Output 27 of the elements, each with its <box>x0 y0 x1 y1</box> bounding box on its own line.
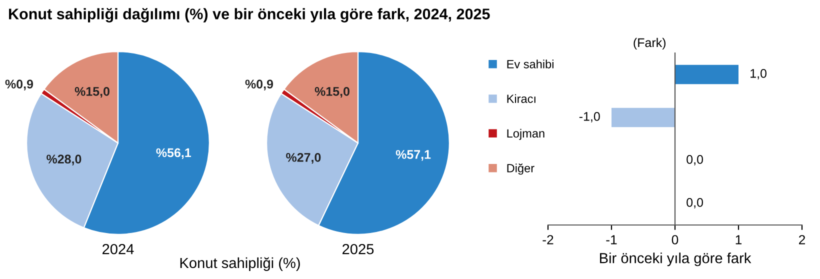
x-tick-label: 1 <box>736 235 742 244</box>
data-label: -1,0 <box>579 112 600 122</box>
data-label: %0,9 <box>5 80 34 90</box>
x-tick-label: -1 <box>606 235 617 244</box>
data-label: %27,0 <box>286 152 321 164</box>
x-tick-label: -2 <box>542 235 554 244</box>
data-label: %15,0 <box>74 86 110 98</box>
legend-label: Kiracı <box>507 94 536 103</box>
y-axis-title: (Fark) <box>634 38 666 50</box>
legend-label: Lojman <box>507 128 544 140</box>
data-label: %28,0 <box>46 154 82 166</box>
x-axis-title: Bir önceki yıla göre fark <box>600 252 752 266</box>
x-tick-label: 2 <box>798 235 806 244</box>
data-label: %56,1 <box>156 148 192 159</box>
data-label: 0,0 <box>686 198 703 208</box>
data-label: %0,9 <box>245 80 274 90</box>
text: Konut sahipliği (%) <box>180 257 300 271</box>
legend-label: Diğer <box>507 164 534 175</box>
data-label: 1,0 <box>750 69 766 80</box>
text: 2024 <box>102 244 134 254</box>
legend-label: Ev sahibi <box>507 60 554 68</box>
text: 2025 <box>342 244 374 254</box>
x-tick-label: 0 <box>672 235 678 244</box>
data-label: 0,0 <box>686 155 703 166</box>
chart-title: Konut sahipliği dağılımı (%) ve bir önceki yıla göre fark, 2024, 2025 <box>9 8 490 22</box>
data-label: %57,1 <box>396 150 431 161</box>
data-label: %15,0 <box>314 86 350 98</box>
